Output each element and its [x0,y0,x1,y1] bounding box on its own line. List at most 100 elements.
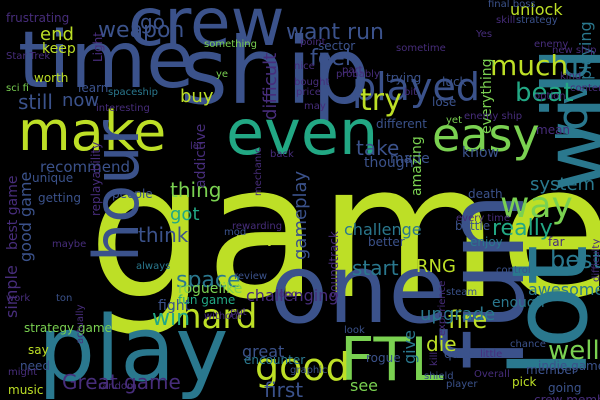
word: strategy game [24,321,112,335]
word: made [390,151,430,167]
word: think [138,223,189,247]
word: sector [318,39,356,53]
word: awesome [528,280,600,299]
word: crew [128,0,285,61]
word: ship [180,18,371,125]
word: know [462,145,499,161]
word: shield [424,371,454,382]
word: space [176,268,241,293]
word: yet [446,115,462,126]
word: member [526,363,577,377]
word: Yes [476,29,493,40]
word: frustrating [6,11,70,25]
word: work [6,293,31,304]
word: strategy [516,15,558,26]
word: buy [180,86,214,107]
word: nice [294,61,315,72]
word: mean [536,123,571,137]
word: say [28,343,49,357]
word: unique [32,171,74,185]
word: new ship [552,45,597,56]
word: everything [479,58,495,134]
word: bought [294,77,330,88]
word: beat [515,78,574,108]
word: well [548,336,600,366]
word: system [530,174,596,195]
word: review [234,271,268,282]
word: player [446,379,478,390]
word: way [500,185,573,226]
word: indie game [538,359,600,373]
word: may [304,101,326,112]
word: weapon [98,18,185,43]
word: addictive [193,123,209,188]
word: start [352,256,399,280]
word: far [548,235,565,249]
word: feel [310,46,351,71]
word: difficult [260,52,281,120]
word: control [496,265,531,276]
word: people [112,187,153,201]
word: best [550,246,600,274]
word: actually [75,304,86,345]
word: fun game [178,293,236,307]
word: without [204,311,242,322]
word: difficulty [591,238,600,282]
word: fight [158,298,191,314]
word: learn [78,81,109,95]
word: enemy [534,39,569,50]
word: roguelike [178,281,243,297]
word: mod [224,227,247,238]
word: probably [336,69,380,80]
word: win [152,306,191,331]
word: make [18,100,167,163]
word: replayability [89,141,103,216]
word: steam [446,287,478,298]
word: music [8,383,44,397]
word: getting [38,191,81,205]
word: interesting [96,103,150,114]
word: time [18,16,195,106]
word: simple [2,265,21,318]
word: great [242,342,285,361]
word: graphic [290,365,328,376]
word: thing [170,178,222,202]
word: enough [492,295,545,311]
word: option [534,91,566,102]
word: FTL [340,325,444,395]
word: different [376,117,427,131]
word: little [480,349,503,360]
word: got [170,204,200,225]
word: much [490,49,569,82]
word: death [468,187,503,201]
word: kind [560,71,582,82]
word: want run [286,20,384,45]
word: challenging [246,286,339,305]
word: price [296,87,321,98]
word: see [350,376,379,395]
word: game [88,124,600,340]
word: challenge [344,220,422,239]
word: easy [432,108,540,162]
word: trying [386,71,422,85]
word: spaceship [108,87,159,98]
word: sometime [396,43,446,54]
word: worth [34,71,69,85]
word: look [344,325,365,336]
word: encounter [244,353,306,367]
word: random [98,381,137,392]
word: Great game [62,370,181,394]
word: Light [91,32,105,62]
word: ye [216,69,229,80]
word: content [570,83,600,94]
word: rogue [366,351,401,365]
word: unlock [510,0,563,19]
word: RNG [416,256,456,277]
word: luck [442,75,467,89]
word: many [236,231,276,247]
word: end [40,24,74,45]
word: enemy ship [464,111,523,122]
word: though [364,155,414,171]
word: every time [456,213,511,224]
word: Star Trek [6,51,51,62]
